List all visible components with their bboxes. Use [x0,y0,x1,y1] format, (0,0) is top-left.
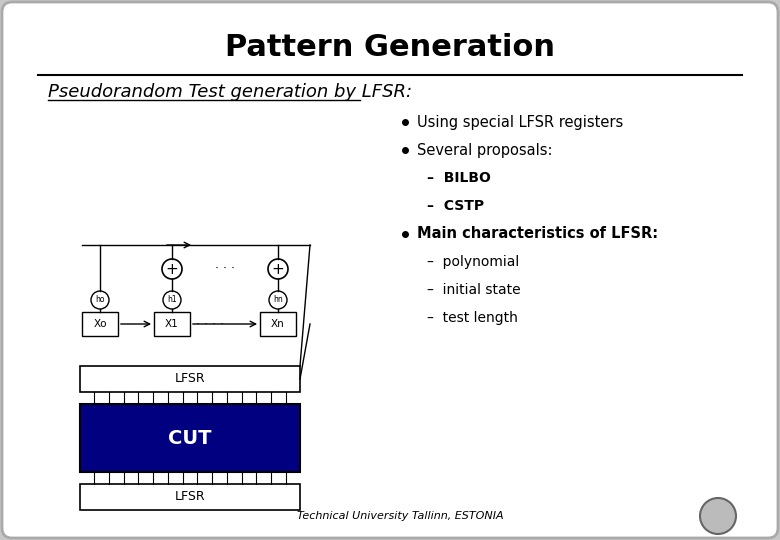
Text: Xn: Xn [271,319,285,329]
Circle shape [91,291,109,309]
Text: –  BILBO: – BILBO [427,171,491,185]
Text: +: + [271,261,285,276]
Text: X1: X1 [165,319,179,329]
Text: LFSR: LFSR [175,490,205,503]
Text: –  initial state: – initial state [427,283,520,297]
Circle shape [162,259,182,279]
Text: Pseudorandom Test generation by LFSR:: Pseudorandom Test generation by LFSR: [48,83,412,101]
Text: hn: hn [273,295,283,305]
FancyBboxPatch shape [80,484,300,510]
Text: Main characteristics of LFSR:: Main characteristics of LFSR: [417,226,658,241]
Text: –  test length: – test length [427,311,518,325]
Circle shape [700,498,736,534]
Text: Pattern Generation: Pattern Generation [225,33,555,63]
Circle shape [163,291,181,309]
Text: ho: ho [95,295,105,305]
Text: +: + [165,261,179,276]
Text: Technical University Tallinn, ESTONIA: Technical University Tallinn, ESTONIA [296,511,503,521]
Text: LFSR: LFSR [175,373,205,386]
FancyBboxPatch shape [80,366,300,392]
Text: · · · ·: · · · · [196,318,224,330]
FancyBboxPatch shape [260,312,296,336]
Text: CUT: CUT [168,429,211,448]
Text: –  CSTP: – CSTP [427,199,484,213]
Circle shape [268,259,288,279]
Text: Several proposals:: Several proposals: [417,143,552,158]
Text: –  polynomial: – polynomial [427,255,519,269]
Text: h1: h1 [167,295,177,305]
Circle shape [269,291,287,309]
Text: Xo: Xo [94,319,107,329]
FancyBboxPatch shape [82,312,118,336]
FancyBboxPatch shape [154,312,190,336]
FancyBboxPatch shape [80,404,300,472]
Text: Using special LFSR registers: Using special LFSR registers [417,114,623,130]
Text: · · ·: · · · [215,262,235,275]
